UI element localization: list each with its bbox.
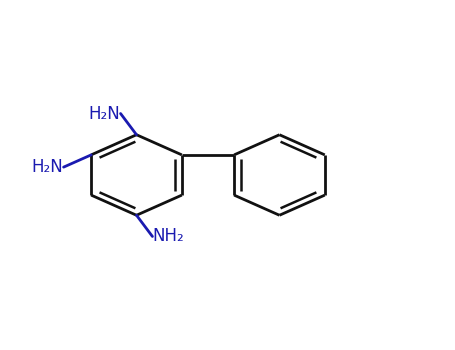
Text: NH₂: NH₂ — [152, 228, 184, 245]
Text: H₂N: H₂N — [89, 105, 121, 122]
Text: H₂N: H₂N — [32, 158, 64, 176]
